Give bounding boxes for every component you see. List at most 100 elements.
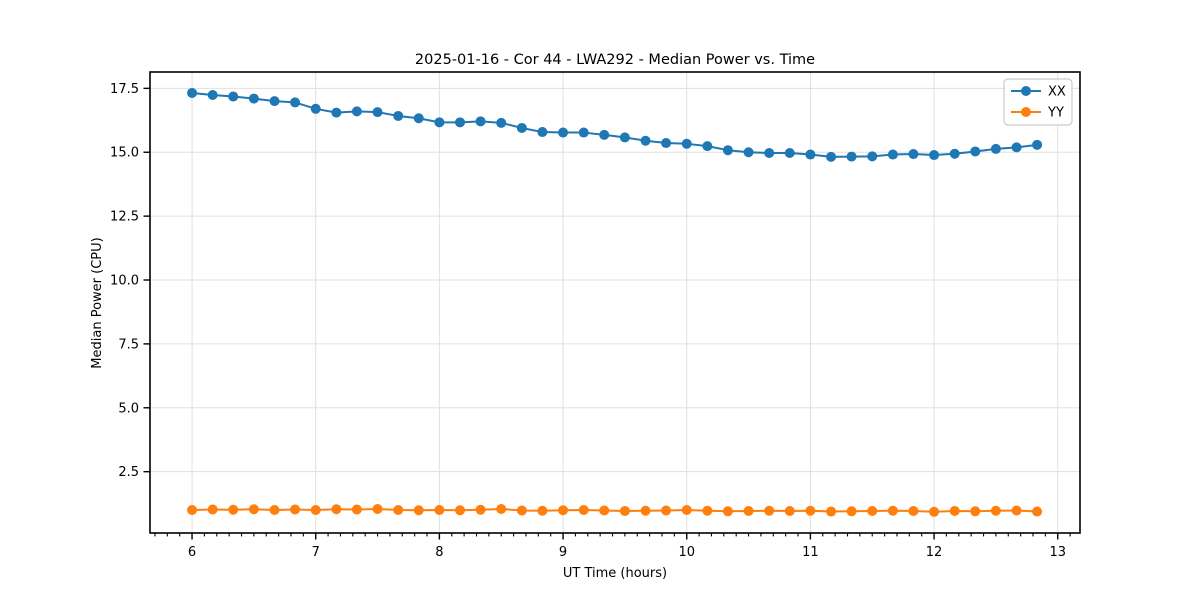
series-line-XX [191, 91, 1039, 158]
data-point-XX [722, 145, 733, 156]
data-point-XX [331, 107, 342, 118]
data-point-XX [743, 147, 754, 158]
y-axis-label: Median Power (CPU) [90, 237, 105, 368]
x-tick-label: 9 [559, 545, 567, 560]
data-point-YY [248, 504, 259, 515]
data-point-YY [1011, 505, 1022, 516]
data-point-XX [949, 148, 960, 159]
data-point-XX [929, 150, 940, 161]
data-point-YY [393, 505, 404, 515]
legend-sample-marker [1021, 86, 1031, 96]
data-point-XX [351, 106, 362, 117]
data-point-YY [310, 505, 321, 515]
data-point-YY [929, 506, 940, 517]
data-point-XX [578, 127, 589, 138]
y-tick-label: 10.0 [110, 274, 139, 289]
data-point-YY [867, 506, 878, 517]
data-point-XX [310, 103, 321, 114]
axis-ticks: 6 7 8 9 10 11 12 13 2.5 5.0 7.5 10.0 12.5 15.0 17.5 [110, 82, 1071, 560]
data-point-YY [537, 505, 548, 516]
data-point-YY [1032, 506, 1043, 517]
data-point-YY [187, 505, 198, 515]
data-point-XX [640, 135, 651, 146]
data-point-YY [351, 504, 362, 515]
data-point-YY [784, 506, 795, 517]
y-tick-label: 12.5 [110, 210, 139, 225]
data-point-XX [681, 138, 692, 149]
data-point-XX [661, 138, 672, 149]
legend-sample-marker [1021, 107, 1031, 117]
data-point-XX [537, 127, 548, 138]
data-point-XX [908, 149, 919, 160]
x-tick-label: 11 [802, 545, 819, 560]
data-point-YY [558, 505, 569, 516]
data-point-XX [248, 93, 259, 104]
y-tick-label: 5.0 [118, 401, 139, 416]
data-point-XX [228, 91, 239, 102]
data-point-YY [290, 504, 301, 515]
data-point-YY [805, 505, 816, 516]
x-axis-label: UT Time (hours) [563, 566, 667, 581]
data-point-YY [269, 505, 280, 515]
data-point-XX [826, 151, 837, 162]
data-point-YY [764, 505, 775, 516]
data-point-XX [475, 116, 486, 127]
data-point-YY [578, 505, 589, 515]
data-point-YY [599, 505, 610, 516]
y-tick-label: 15.0 [110, 146, 139, 161]
y-tick-label: 17.5 [110, 82, 139, 97]
data-point-XX [372, 107, 383, 118]
data-point-YY [887, 505, 898, 516]
data-point-XX [496, 117, 507, 128]
data-point-XX [290, 97, 301, 108]
data-point-XX [619, 132, 630, 143]
x-tick-label: 8 [435, 545, 443, 560]
data-point-YY [619, 506, 630, 517]
data-point-XX [187, 87, 198, 98]
data-point-XX [887, 149, 898, 160]
data-point-YY [455, 505, 466, 516]
data-point-YY [372, 503, 383, 514]
x-tick-label: 13 [1049, 545, 1066, 560]
x-tick-label: 12 [926, 545, 943, 560]
data-point-XX [702, 141, 713, 152]
data-point-YY [661, 505, 672, 516]
gridlines [150, 72, 1080, 533]
data-point-YY [681, 505, 692, 515]
data-point-XX [434, 117, 445, 128]
data-point-YY [846, 506, 857, 517]
data-point-YY [434, 505, 445, 515]
data-point-XX [455, 117, 466, 128]
data-point-XX [269, 96, 280, 107]
data-point-XX [599, 129, 610, 140]
data-point-YY [722, 506, 733, 517]
data-point-XX [516, 122, 527, 133]
legend-label-XX: XX [1048, 85, 1066, 100]
data-point-YY [949, 506, 960, 517]
data-point-YY [970, 506, 981, 517]
data-point-YY [640, 505, 651, 516]
data-point-YY [990, 505, 1001, 516]
data-point-XX [805, 149, 816, 160]
x-tick-label: 7 [312, 545, 320, 560]
legend-label-YY: YY [1047, 106, 1064, 121]
data-point-XX [764, 148, 775, 159]
y-tick-label: 2.5 [118, 465, 139, 480]
data-point-YY [496, 503, 507, 514]
data-point-XX [990, 143, 1001, 154]
data-point-YY [516, 505, 527, 516]
data-point-XX [1032, 139, 1043, 150]
data-point-XX [207, 90, 218, 100]
data-point-YY [331, 504, 342, 515]
data-point-YY [413, 505, 424, 516]
data-point-XX [846, 151, 857, 162]
data-point-XX [393, 110, 404, 121]
data-point-YY [702, 505, 713, 516]
data-point-YY [908, 506, 919, 517]
data-point-YY [743, 506, 754, 517]
data-point-XX [558, 127, 569, 138]
data-point-YY [207, 504, 218, 515]
data-series [187, 87, 1043, 517]
